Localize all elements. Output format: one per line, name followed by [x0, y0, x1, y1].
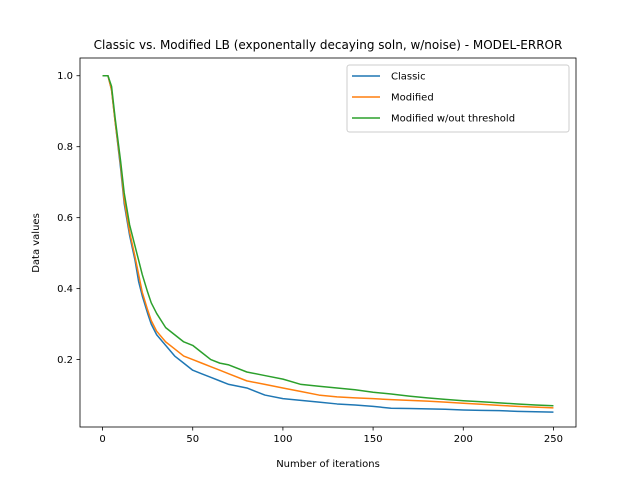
legend-entry: Modified [391, 93, 434, 104]
legend: Classic Modified Modified w/out threshold [346, 64, 570, 133]
x-tick-label: 50 [186, 434, 199, 445]
y-axis-label: Data values [31, 213, 42, 273]
x-tick-label: 100 [273, 434, 292, 445]
chart-title: Classic vs. Modified LB (exponentally de… [94, 38, 563, 52]
x-tick-label: 200 [454, 434, 473, 445]
y-tick-label: 1.0 [57, 71, 73, 82]
x-tick-label: 0 [99, 434, 105, 445]
x-axis: 0 50 100 150 200 250 [99, 427, 563, 445]
series-line-1 [102, 74, 554, 409]
series-line-2 [102, 74, 554, 407]
y-axis: 0.2 0.4 0.6 0.8 1.0 [57, 71, 80, 366]
x-tick-label: 250 [544, 434, 563, 445]
x-tick-label: 150 [364, 434, 383, 445]
y-tick-label: 0.8 [57, 142, 73, 153]
x-axis-label: Number of iterations [276, 459, 380, 470]
legend-entry: Modified w/out threshold [391, 114, 515, 125]
y-tick-label: 0.6 [57, 213, 73, 224]
legend-box [346, 64, 570, 133]
legend-entry: Classic [391, 72, 426, 83]
series-line-0 [102, 74, 554, 413]
y-tick-label: 0.4 [57, 284, 73, 295]
axes-frame [79, 57, 577, 428]
plot-area [79, 57, 577, 428]
y-tick-label: 0.2 [57, 355, 73, 366]
